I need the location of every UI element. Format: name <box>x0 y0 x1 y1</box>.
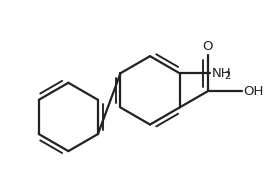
Text: NH: NH <box>211 67 231 80</box>
Text: OH: OH <box>243 85 263 98</box>
Text: 2: 2 <box>224 71 230 81</box>
Text: O: O <box>202 40 213 53</box>
